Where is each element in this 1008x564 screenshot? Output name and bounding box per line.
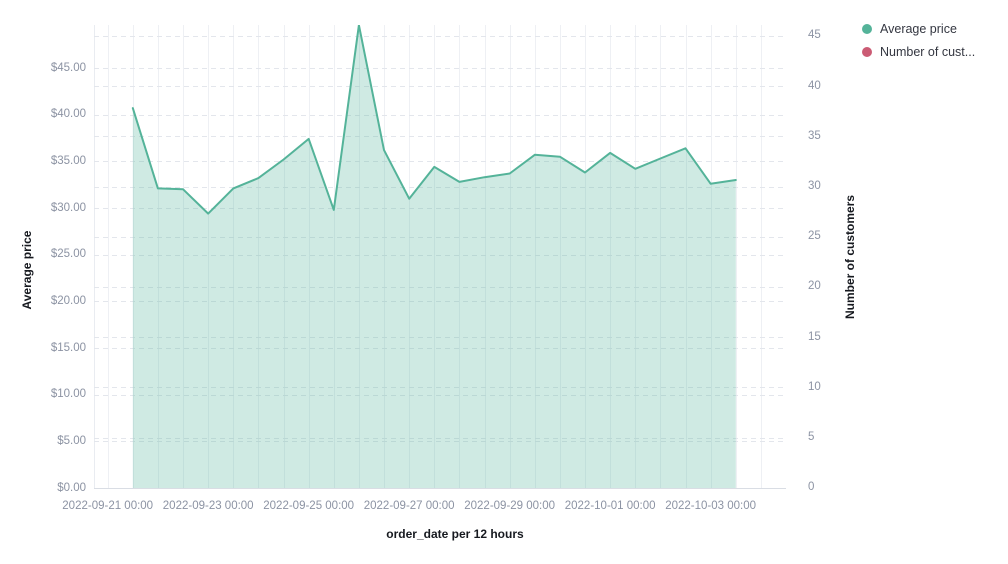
x-tick-label: 2022-09-21 00:00 bbox=[62, 500, 154, 512]
y-left-tick-label: $0.00 bbox=[57, 481, 86, 494]
y-left-tick-label: $10.00 bbox=[50, 388, 86, 401]
y-right-tick-label: 10 bbox=[808, 380, 821, 393]
y-left-tick-label: $15.00 bbox=[50, 341, 86, 354]
area-fill-average-price bbox=[132, 25, 736, 488]
y-right-tick-label: 20 bbox=[808, 280, 821, 293]
y-right-tick-label: 40 bbox=[808, 79, 821, 92]
legend-label-number-of-customers: Number of cust... bbox=[880, 45, 976, 59]
y-left-tick-label: $40.00 bbox=[50, 108, 86, 121]
y-right-tick-label: 15 bbox=[808, 330, 821, 343]
line-average-price bbox=[131, 25, 737, 215]
x-tick-label: 2022-10-01 00:00 bbox=[564, 500, 656, 512]
y-left-tick-label: $20.00 bbox=[50, 294, 86, 307]
legend-label-average-price: Average price bbox=[880, 22, 957, 36]
y-left-tick-label: $30.00 bbox=[50, 201, 86, 214]
x-tick-label: 2022-09-25 00:00 bbox=[263, 500, 355, 512]
y-axis-title-left: Average price bbox=[20, 230, 34, 310]
x-tick-label: 2022-09-27 00:00 bbox=[363, 500, 455, 512]
y-left-tick-label: $45.00 bbox=[50, 61, 86, 74]
x-tick-label: 2022-09-29 00:00 bbox=[464, 500, 556, 512]
y-right-tick-label: 0 bbox=[808, 481, 815, 494]
y-right-tick-label: 30 bbox=[808, 180, 821, 193]
y-left-tick-label: $25.00 bbox=[50, 248, 86, 261]
y-left-tick-label: $5.00 bbox=[57, 434, 86, 447]
y-right-tick-label: 5 bbox=[808, 431, 815, 443]
x-axis-title: order_date per 12 hours bbox=[386, 527, 524, 541]
y-right-tick-label: 45 bbox=[808, 29, 821, 42]
y-right-tick-label: 25 bbox=[808, 230, 821, 243]
area-chart-plot[interactable] bbox=[94, 25, 786, 489]
x-tick-label: 2022-10-03 00:00 bbox=[665, 500, 757, 512]
y-axis-title-right: Number of customers bbox=[843, 194, 857, 320]
legend-item-average-price[interactable]: Average price bbox=[862, 20, 975, 38]
x-tick-label: 2022-09-23 00:00 bbox=[162, 500, 254, 512]
legend-item-number-of-customers[interactable]: Number of cust... bbox=[862, 43, 975, 61]
legend-dot-number-of-customers-icon bbox=[862, 47, 872, 57]
chart-legend: Average price Number of cust... bbox=[862, 20, 975, 61]
y-left-tick-label: $35.00 bbox=[50, 154, 86, 167]
legend-dot-average-price-icon bbox=[862, 24, 872, 34]
y-right-tick-label: 35 bbox=[808, 129, 821, 142]
